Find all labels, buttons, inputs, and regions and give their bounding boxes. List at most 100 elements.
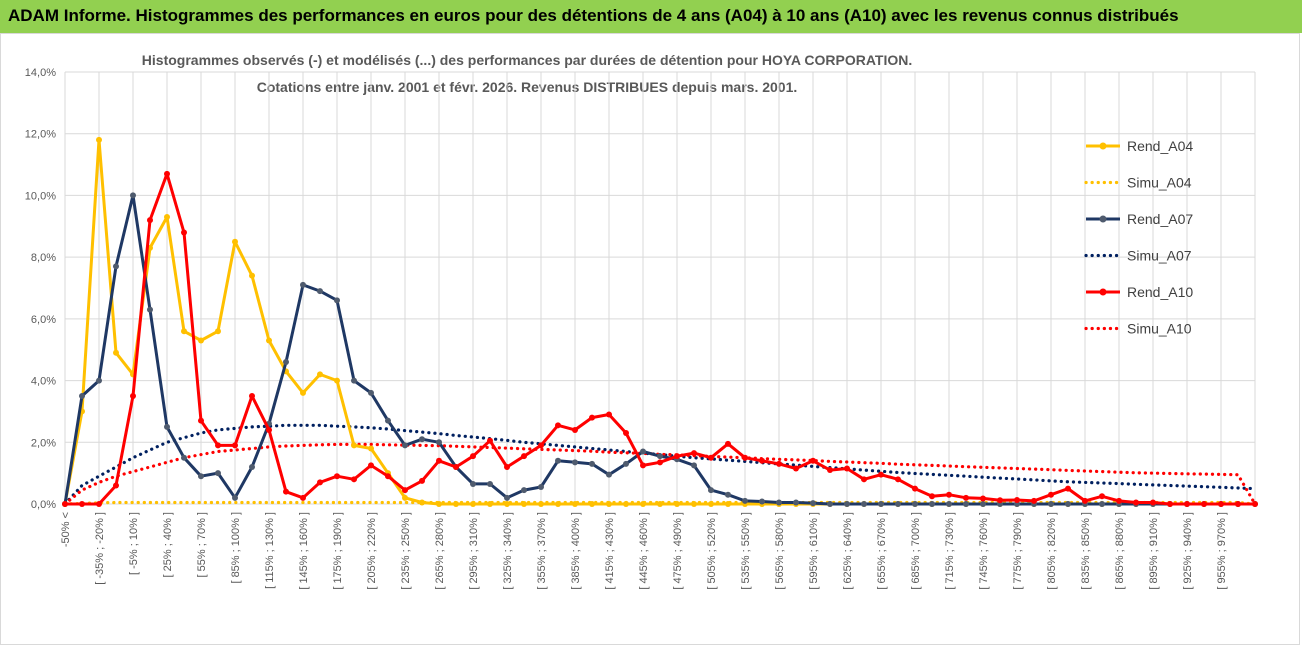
series-rend-a07-point	[232, 494, 238, 501]
series-rend-a07-point	[810, 500, 816, 507]
series-rend-a10-point	[266, 426, 272, 433]
x-tick-label: [ 805% ; 820% ]	[1046, 512, 1058, 590]
series-rend-a10-point	[1201, 501, 1207, 507]
page-title: ADAM Informe. Histogrammes des performan…	[8, 6, 1179, 25]
x-tick-label: [ 385% ; 400% ]	[570, 512, 582, 590]
series-rend-a10-point	[793, 465, 799, 472]
legend-label-rend-a07: Rend_A07	[1127, 211, 1193, 227]
series-rend-a10-point	[861, 476, 867, 483]
series-rend-a07-point	[861, 501, 867, 507]
series-rend-a07-point	[79, 393, 85, 399]
series-rend-a07-point	[572, 459, 578, 466]
series-rend-a10-point	[640, 462, 646, 469]
series-rend-a07-point	[504, 494, 510, 501]
x-tick-label: [ 295% ; 310% ]	[468, 512, 480, 590]
series-rend-a10-point	[963, 494, 969, 501]
series-rend-a04-point	[589, 501, 595, 507]
series-rend-a07-point	[147, 306, 153, 313]
series-rend-a07-point	[334, 297, 340, 304]
series-rend-a04-point	[198, 337, 204, 344]
series-rend-a10-point	[708, 454, 714, 461]
x-tick-label: [ -35% ; -20% ]	[94, 512, 106, 585]
series-rend-a10-point	[759, 457, 765, 464]
series-rend-a07-point	[640, 448, 646, 455]
series-rend-a10-point	[589, 414, 595, 421]
series-rend-a04-point	[640, 501, 646, 507]
series-rend-a07-point	[1048, 501, 1054, 507]
series-rend-a04-point	[572, 501, 578, 507]
series-rend-a10-point	[1235, 501, 1241, 507]
series-rend-a10-point	[487, 437, 493, 444]
x-tick-label: [ 595% ; 610% ]	[808, 512, 820, 590]
series-rend-a10-point	[555, 422, 561, 429]
series-rend-a04-point	[164, 214, 170, 221]
series-rend-a07-point	[980, 501, 986, 507]
x-tick-label: [ 925% ; 940% ]	[1182, 512, 1194, 590]
series-rend-a04-point	[402, 494, 408, 501]
x-tick-label: [ 775% ; 790% ]	[1012, 512, 1024, 590]
x-tick-label: [ 565% ; 580% ]	[774, 512, 786, 590]
legend-marker-rend-a04	[1099, 142, 1107, 150]
x-tick-label: [ 475% ; 490% ]	[672, 512, 684, 590]
series-rend-a10-point	[402, 487, 408, 494]
series-rend-a10-point	[385, 473, 391, 480]
series-rend-a10-point	[147, 217, 153, 224]
series-rend-a10-point	[742, 454, 748, 461]
series-rend-a04-point	[232, 238, 238, 245]
series-rend-a07-point	[130, 192, 136, 199]
x-tick-label: [ 895% ; 910% ]	[1148, 512, 1160, 590]
series-rend-a07-point	[1065, 501, 1071, 507]
series-rend-a10-point	[623, 430, 629, 437]
series-rend-a07-point	[589, 460, 595, 467]
series-rend-a10-point	[691, 450, 697, 457]
x-tick-label: [ 265% ; 280% ]	[434, 512, 446, 590]
series-rend-a10-point	[912, 485, 918, 492]
series-rend-a07-point	[793, 499, 799, 506]
y-tick-label: 8,0%	[31, 252, 56, 264]
series-rend-a07-point	[470, 480, 476, 487]
series-rend-a07-point	[351, 377, 357, 384]
x-tick-label: -50% <	[60, 512, 72, 547]
series-rend-a04-point	[351, 442, 357, 449]
series-rend-a10-point	[62, 501, 68, 507]
series-rend-a07-point	[555, 457, 561, 464]
series-rend-a10-point	[844, 465, 850, 472]
series-rend-a07-point	[912, 501, 918, 507]
x-tick-label: [ 715% ; 730% ]	[944, 512, 956, 590]
series-rend-a07-point	[96, 377, 102, 384]
x-tick-label: [ 625% ; 640% ]	[842, 512, 854, 590]
series-rend-a07-point	[606, 471, 612, 478]
legend-label-simu-a04: Simu_A04	[1127, 175, 1192, 191]
legend-marker-rend-a10	[1099, 288, 1107, 296]
series-rend-a07-point	[827, 501, 833, 507]
series-rend-a10-point	[810, 457, 816, 464]
series-rend-a07-point	[759, 498, 765, 505]
series-rend-a10-point	[470, 453, 476, 460]
series-rend-a07-point	[317, 288, 323, 295]
series-rend-a07-point	[402, 442, 408, 449]
series-rend-a04-point	[334, 377, 340, 384]
series-rend-a10-point	[1167, 501, 1173, 507]
series-rend-a07-point	[691, 462, 697, 469]
series-rend-a04-point	[725, 501, 731, 507]
y-tick-label: 0,0%	[31, 499, 56, 511]
series-rend-a10-point	[1252, 501, 1258, 507]
x-tick-label: [ 145% ; 160% ]	[298, 512, 310, 590]
series-rend-a04-point	[487, 501, 493, 507]
x-tick-label: [ 355% ; 370% ]	[536, 512, 548, 590]
series-rend-a10-point	[946, 491, 952, 498]
legend-marker-rend-a07	[1099, 215, 1107, 223]
series-lines	[62, 136, 1258, 507]
series-rend-a04-point	[691, 501, 697, 507]
series-rend-a10-point	[776, 460, 782, 467]
y-tick-label: 10,0%	[25, 190, 56, 202]
x-tick-label: [ -5% ; 10% ]	[128, 512, 140, 575]
series-rend-a07-point	[708, 487, 714, 494]
series-rend-a10-point	[215, 442, 221, 449]
x-tick-label: [ 325% ; 340% ]	[502, 512, 514, 590]
series-rend-a07-point	[181, 454, 187, 461]
series-rend-a10-point	[1048, 491, 1054, 498]
series-rend-a04-point	[368, 445, 374, 452]
series-rend-a10-point	[538, 442, 544, 449]
